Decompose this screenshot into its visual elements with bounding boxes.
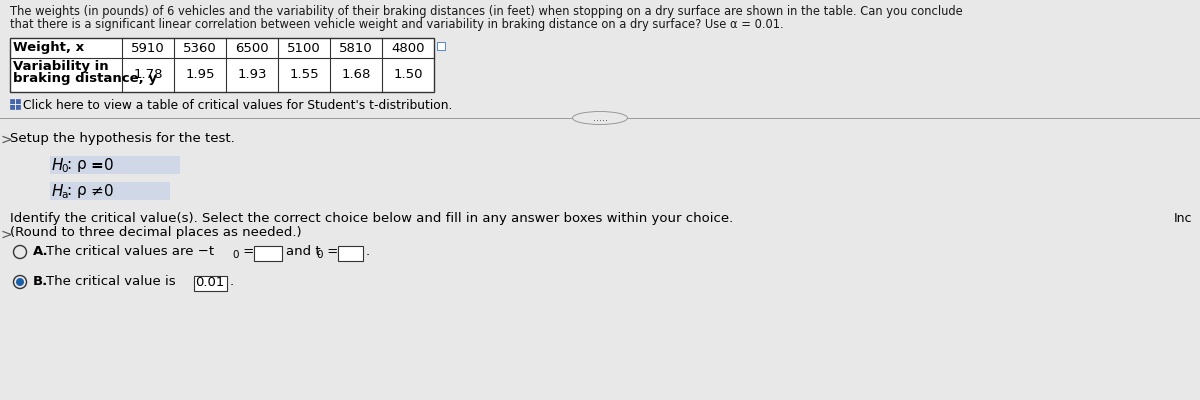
- Text: 0.01: 0.01: [196, 276, 224, 290]
- Circle shape: [13, 276, 26, 288]
- Text: 0: 0: [104, 184, 114, 198]
- Text: The critical values are −t: The critical values are −t: [46, 245, 214, 258]
- Text: The weights (in pounds) of 6 vehicles and the variability of their braking dista: The weights (in pounds) of 6 vehicles an…: [10, 5, 962, 18]
- Text: 1.68: 1.68: [341, 68, 371, 82]
- Text: and t: and t: [286, 245, 320, 258]
- Circle shape: [16, 278, 24, 286]
- Text: 0: 0: [104, 158, 114, 172]
- Text: 6500: 6500: [235, 42, 269, 54]
- Bar: [254, 246, 282, 261]
- Text: that there is a significant linear correlation between vehicle weight and variab: that there is a significant linear corre…: [10, 18, 784, 31]
- Text: a: a: [61, 190, 67, 200]
- Bar: [437, 42, 445, 50]
- Text: =: =: [90, 158, 103, 172]
- Text: 5360: 5360: [184, 42, 217, 54]
- Text: braking distance, y: braking distance, y: [13, 72, 157, 85]
- Text: A.: A.: [34, 245, 49, 258]
- Text: 1.93: 1.93: [238, 68, 266, 82]
- Text: : ρ: : ρ: [67, 184, 86, 198]
- Text: Setup the hypothesis for the test.: Setup the hypothesis for the test.: [10, 132, 235, 145]
- Text: (Round to three decimal places as needed.): (Round to three decimal places as needed…: [10, 226, 301, 239]
- Text: H: H: [52, 158, 64, 172]
- Text: 1.78: 1.78: [133, 68, 163, 82]
- Text: Weight, x: Weight, x: [13, 42, 84, 54]
- Bar: [10, 38, 434, 92]
- Text: 0: 0: [61, 164, 67, 174]
- Bar: [338, 246, 364, 261]
- Text: 0: 0: [316, 250, 323, 260]
- Bar: [50, 182, 170, 200]
- Text: Click here to view a table of critical values for Student's t-distribution.: Click here to view a table of critical v…: [23, 99, 452, 112]
- Text: Inc: Inc: [1174, 212, 1192, 225]
- Text: =: =: [239, 245, 254, 258]
- Text: Identify the critical value(s). Select the correct choice below and fill in any : Identify the critical value(s). Select t…: [10, 212, 733, 225]
- Text: 5100: 5100: [287, 42, 320, 54]
- Text: 5810: 5810: [340, 42, 373, 54]
- Text: =: =: [323, 245, 338, 258]
- Text: 5910: 5910: [131, 42, 164, 54]
- Text: ≠: ≠: [90, 184, 103, 198]
- Text: .: .: [230, 275, 234, 288]
- Text: >: >: [1, 133, 13, 147]
- Text: 4800: 4800: [391, 42, 425, 54]
- Text: 0: 0: [232, 250, 239, 260]
- Text: .....: .....: [593, 113, 607, 123]
- Text: : ρ: : ρ: [67, 158, 86, 172]
- Bar: [194, 276, 227, 291]
- Bar: [10, 99, 20, 109]
- Text: 1.55: 1.55: [289, 68, 319, 82]
- Bar: [50, 156, 180, 174]
- Text: Variability in: Variability in: [13, 60, 109, 73]
- Text: >: >: [1, 228, 13, 242]
- Text: 1.50: 1.50: [394, 68, 422, 82]
- Text: The critical value is: The critical value is: [46, 275, 175, 288]
- Ellipse shape: [572, 112, 628, 124]
- Text: B.: B.: [34, 275, 48, 288]
- Text: H: H: [52, 184, 64, 198]
- Text: 1.95: 1.95: [185, 68, 215, 82]
- Text: .: .: [366, 245, 370, 258]
- Circle shape: [13, 246, 26, 258]
